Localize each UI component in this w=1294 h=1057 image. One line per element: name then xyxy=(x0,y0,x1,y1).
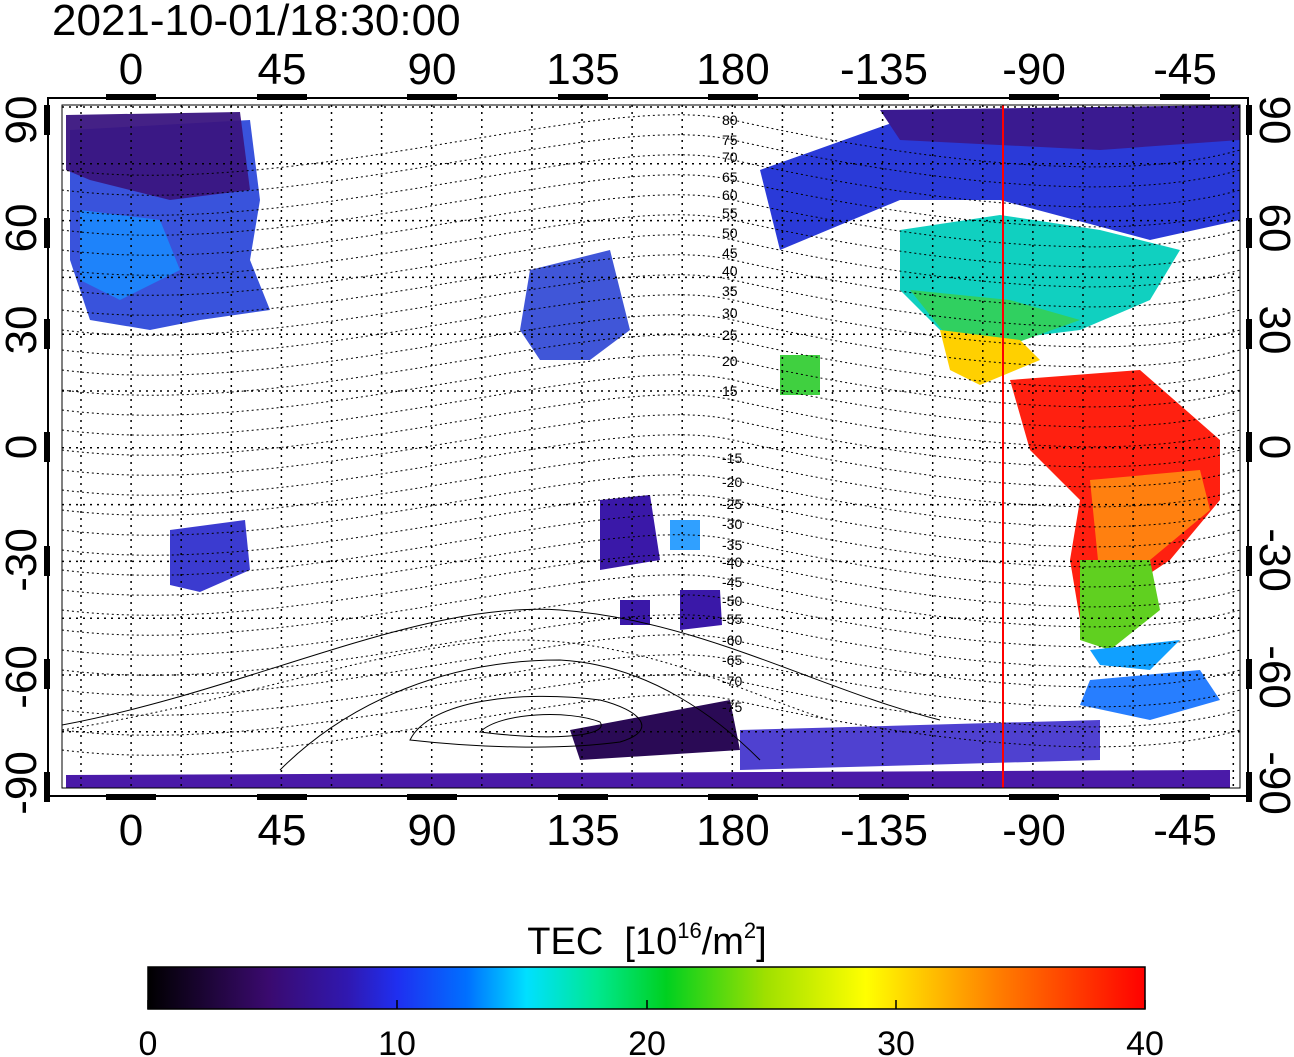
contour-label: 15 xyxy=(722,383,738,399)
contour-label: 75 xyxy=(722,132,738,148)
top-longitude-label: -45 xyxy=(1153,45,1217,94)
contour-label: 50 xyxy=(722,225,738,241)
right-latitude-label: -30 xyxy=(1250,528,1294,592)
left-latitude-label: -90 xyxy=(0,751,46,815)
contour-label: -75 xyxy=(722,699,742,715)
colorbar-unit-exp1: 16 xyxy=(677,918,702,943)
right-latitude-labels: 90 60 30 0 -30 -60 -90 xyxy=(1250,96,1294,815)
bottom-longitude-label: 180 xyxy=(696,806,769,855)
left-latitude-labels: 90 60 30 0 -30 -60 -90 xyxy=(0,96,46,815)
colorbar-unit-mid: /m xyxy=(701,921,744,963)
contour-label: -25 xyxy=(722,496,742,512)
top-longitude-label: 135 xyxy=(546,45,619,94)
right-latitude-label: 90 xyxy=(1250,96,1294,145)
right-latitude-label: 30 xyxy=(1250,306,1294,355)
contour-label: 35 xyxy=(722,283,738,299)
top-longitude-label: 90 xyxy=(408,45,457,94)
colorbar-ticks: 0 10 20 30 40 xyxy=(139,1000,1164,1057)
left-latitude-label: -60 xyxy=(0,645,46,709)
left-latitude-label: -30 xyxy=(0,528,46,592)
colorbar-tick-label: 40 xyxy=(1126,1025,1164,1057)
contour-label: -40 xyxy=(722,554,742,570)
contour-label: -20 xyxy=(722,474,742,490)
bottom-longitude-label: 90 xyxy=(408,806,457,855)
colorbar-tick-label: 30 xyxy=(877,1025,915,1057)
bottom-longitude-label: 135 xyxy=(546,806,619,855)
bottom-longitude-label: 0 xyxy=(119,806,143,855)
contour-label: 25 xyxy=(722,327,738,343)
colorbar-unit-close: ] xyxy=(756,921,767,963)
left-latitude-label: 0 xyxy=(0,435,46,459)
contour-label: 60 xyxy=(722,187,738,203)
contour-label: 80 xyxy=(722,112,738,128)
contour-label: 55 xyxy=(722,205,738,221)
contour-label: -50 xyxy=(722,593,742,609)
colorbar-title: TEC [1016/m2] xyxy=(0,908,1294,965)
contour-label: 20 xyxy=(722,353,738,369)
top-longitude-label: 0 xyxy=(119,45,143,94)
bottom-longitude-label: -90 xyxy=(1002,806,1066,855)
magnetic-latitude-contours xyxy=(62,608,941,771)
contour-label: 40 xyxy=(722,263,738,279)
left-latitude-label: 90 xyxy=(0,96,46,145)
contour-label: 30 xyxy=(722,305,738,321)
top-longitude-label: 45 xyxy=(258,45,307,94)
contour-label: 65 xyxy=(722,169,738,185)
contour-label: -35 xyxy=(722,537,742,553)
colorbar-tick-label: 20 xyxy=(628,1025,666,1057)
colorbar-tick-label: 0 xyxy=(139,1025,158,1057)
top-longitude-label: -90 xyxy=(1002,45,1066,94)
contour-label: -45 xyxy=(722,574,742,590)
contour-label: 70 xyxy=(722,149,738,165)
bottom-longitude-labels: 0 45 90 135 180 -135 -90 -45 xyxy=(119,806,1217,855)
top-longitude-label: 180 xyxy=(696,45,769,94)
top-longitude-labels: 0 45 90 135 180 -135 -90 -45 xyxy=(119,45,1217,94)
colorbar-title-prefix: TEC xyxy=(527,921,604,963)
left-latitude-label: 30 xyxy=(0,306,46,355)
map-timestamp: 2021-10-01/18:30:00 xyxy=(52,0,461,45)
top-longitude-label: -135 xyxy=(840,45,928,94)
colorbar-unit-base: [10 xyxy=(624,921,678,963)
right-latitude-label: 60 xyxy=(1250,204,1294,253)
contour-label: -60 xyxy=(722,632,742,648)
left-latitude-label: 60 xyxy=(0,204,46,253)
bottom-longitude-label: -135 xyxy=(840,806,928,855)
graticule xyxy=(62,105,1240,788)
right-latitude-label: -90 xyxy=(1250,751,1294,815)
frame-tick-marks xyxy=(44,94,1252,802)
contour-label: -30 xyxy=(722,516,742,532)
right-latitude-label: 0 xyxy=(1250,435,1294,459)
contour-label: -15 xyxy=(722,450,742,466)
contour-label: -55 xyxy=(722,611,742,627)
bottom-longitude-label: 45 xyxy=(258,806,307,855)
contour-label: -65 xyxy=(722,652,742,668)
bottom-longitude-label: -45 xyxy=(1153,806,1217,855)
right-latitude-label: -60 xyxy=(1250,645,1294,709)
contour-label: -70 xyxy=(722,673,742,689)
colorbar-tick-label: 10 xyxy=(378,1025,416,1057)
contour-label: 45 xyxy=(722,245,738,261)
colorbar-unit-exp2: 2 xyxy=(743,918,757,943)
